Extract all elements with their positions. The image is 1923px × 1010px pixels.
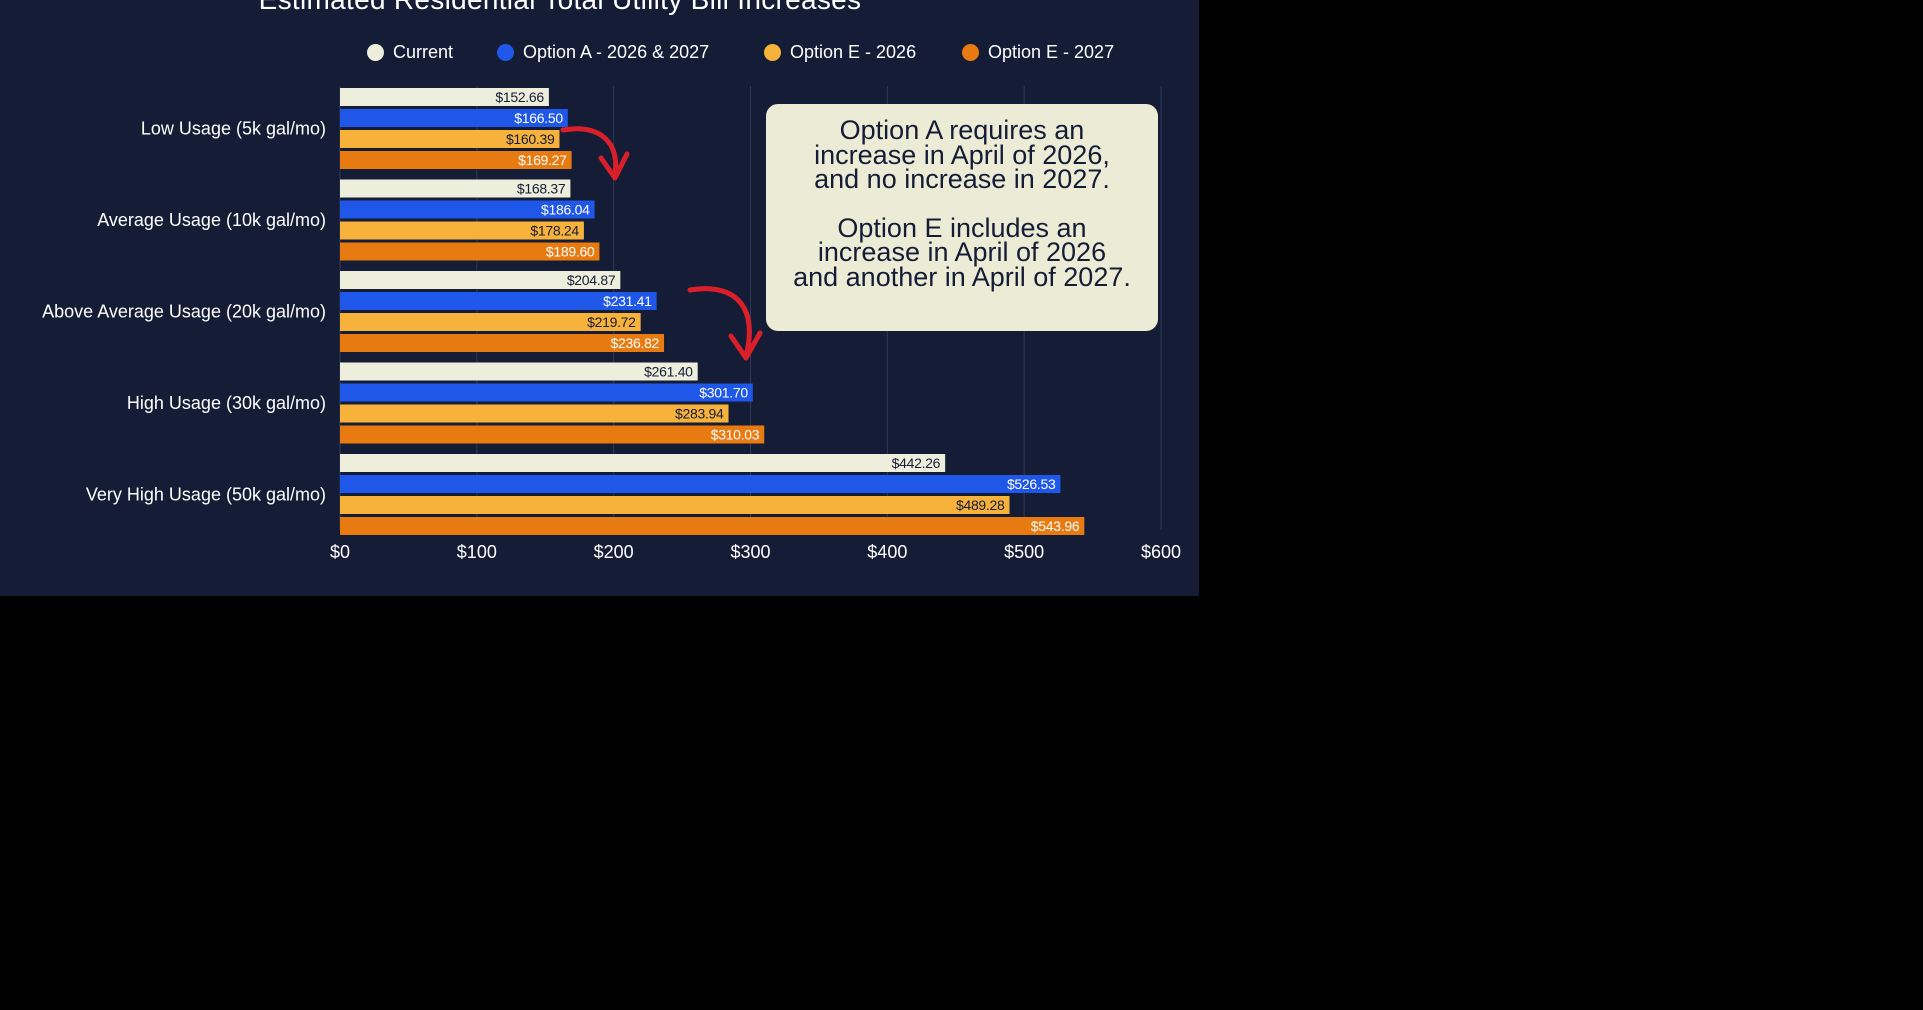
category-label-2: Above Average Usage (20k gal/mo) [42, 302, 326, 322]
data-label-option-e-2026-1: $178.24 [530, 223, 579, 239]
chart-title: Estimated Residential Total Utility Bill… [0, 0, 1120, 16]
data-label-option-a-2026-2027-0: $166.50 [514, 110, 563, 126]
data-label-option-e-2026-3: $283.94 [675, 406, 724, 422]
legend-label-option-e-2026: Option E - 2026 [790, 42, 917, 62]
data-label-option-a-2026-2027-4: $526.53 [1007, 476, 1056, 492]
data-label-option-e-2027-4: $543.96 [1031, 518, 1080, 534]
callout-arrow-low-usage [560, 126, 619, 179]
data-label-option-e-2027-1: $189.60 [546, 244, 595, 260]
bar-current-3 [340, 362, 698, 381]
bar-current-2 [340, 271, 621, 289]
category-label-1: Average Usage (10k gal/mo) [97, 210, 326, 230]
data-label-current-4: $442.26 [892, 455, 941, 471]
legend-swatch-option-a [497, 44, 514, 61]
legend-item-option-e-2027: Option E - 2027 [962, 42, 1114, 63]
legend-swatch-current [367, 44, 384, 61]
data-label-option-e-2026-0: $160.39 [506, 131, 555, 147]
bar-option-e-2027-1 [340, 242, 600, 261]
bar-option-e-2027-0 [340, 151, 572, 169]
legend-swatch-option-e-2027 [962, 44, 979, 61]
bar-current-0 [340, 88, 549, 106]
bar-option-e-2026-1 [340, 221, 584, 240]
data-label-option-a-2026-2027-2: $231.41 [603, 293, 652, 309]
x-tick-label-100: $100 [457, 542, 497, 562]
data-label-option-e-2027-0: $169.27 [518, 152, 567, 168]
legend-item-option-a: Option A - 2026 & 2027 [497, 42, 709, 63]
legend-label-current: Current [393, 42, 454, 62]
bar-option-e-2026-2 [340, 313, 641, 331]
callout-arrowhead-low-usage [598, 151, 630, 181]
legend-item-option-e-2026: Option E - 2026 [764, 42, 916, 63]
bar-option-e-2027-4 [340, 517, 1085, 535]
data-label-current-1: $168.37 [517, 181, 566, 197]
x-tick-label-0: $0 [330, 542, 350, 562]
bar-option-e-2027-3 [340, 425, 765, 444]
data-label-option-a-2026-2027-3: $301.70 [699, 385, 748, 401]
legend-swatch-option-e-2026 [764, 44, 781, 61]
callout-arrow-above-average [687, 286, 752, 359]
category-label-4: Very High Usage (50k gal/mo) [86, 485, 326, 505]
bar-option-a-2026-2027-0 [340, 109, 568, 127]
data-label-current-3: $261.40 [644, 364, 693, 380]
bar-option-a-2026-2027-2 [340, 292, 657, 310]
x-tick-label-300: $300 [730, 542, 770, 562]
bar-option-a-2026-2027-4 [340, 475, 1061, 493]
bar-option-e-2026-0 [340, 130, 560, 148]
data-label-option-a-2026-2027-1: $186.04 [541, 202, 590, 218]
bar-option-e-2026-3 [340, 404, 729, 423]
bar-option-a-2026-2027-3 [340, 383, 753, 402]
data-label-option-e-2026-2: $219.72 [587, 314, 636, 330]
bar-current-1 [340, 179, 571, 198]
data-label-option-e-2027-3: $310.03 [711, 427, 760, 443]
annotation-option-a: Option A requires an increase in April o… [814, 115, 1110, 194]
annotation-box: Option A requires an increase in April o… [766, 104, 1158, 331]
legend-label-option-e-2027: Option E - 2027 [988, 42, 1115, 62]
bar-chart: $152.66 $166.50 $160.39 $169.27 $168.37 $186.… [42, 86, 1181, 562]
chart-legend: Current Option A - 2026 & 2027 Option E … [0, 42, 1199, 66]
bar-current-4 [340, 454, 946, 472]
x-tick-label-500: $500 [1004, 542, 1044, 562]
x-tick-label-600: $600 [1141, 542, 1181, 562]
legend-item-current: Current [367, 42, 453, 63]
bar-option-e-2026-4 [340, 496, 1010, 514]
data-label-option-e-2026-4: $489.28 [956, 497, 1005, 513]
x-tick-label-200: $200 [594, 542, 634, 562]
bar-option-a-2026-2027-1 [340, 200, 595, 219]
x-tick-label-400: $400 [867, 542, 907, 562]
category-label-0: Low Usage (5k gal/mo) [141, 119, 326, 139]
data-label-option-e-2027-2: $236.82 [611, 335, 660, 351]
annotation-option-e: Option E includes an increase in April o… [793, 212, 1131, 292]
data-label-current-0: $152.66 [495, 89, 544, 105]
callout-arrowhead-above-average [728, 330, 763, 361]
legend-label-option-a: Option A - 2026 & 2027 [523, 42, 710, 62]
chart-panel: $152.66 $166.50 $160.39 $169.27 $168.37 $186.… [0, 0, 1199, 596]
data-label-current-2: $204.87 [567, 272, 616, 288]
bar-option-e-2027-2 [340, 334, 665, 352]
category-label-3: High Usage (30k gal/mo) [127, 393, 326, 413]
